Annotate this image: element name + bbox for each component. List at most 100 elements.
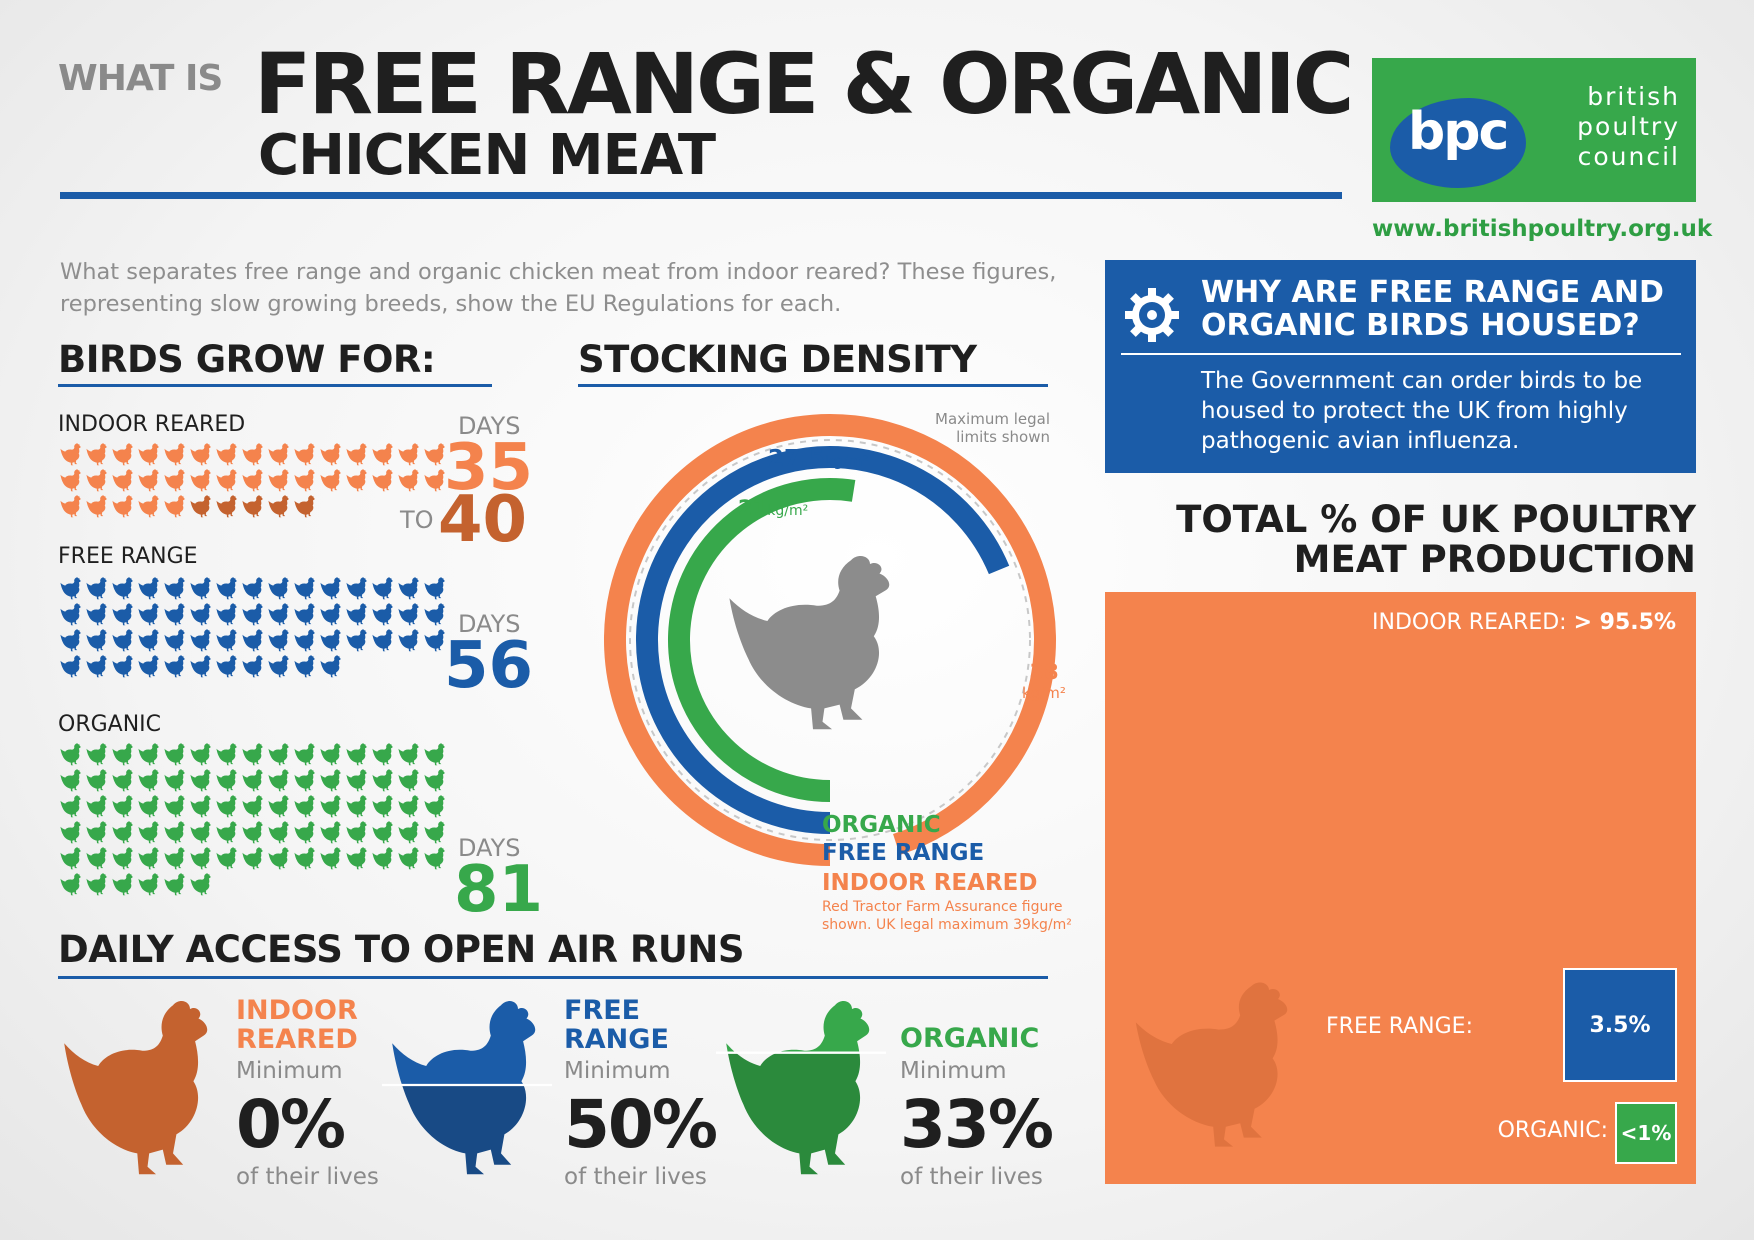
chicken-icon [112,769,133,792]
intro-text: What separates free range and organic ch… [60,259,1057,317]
chicken-icon [294,629,315,652]
chicken-icon [164,469,185,492]
chicken-icon [320,795,341,818]
why-title-line2: ORGANIC BIRDS HOUSED? [1201,308,1640,343]
chicken-icon [138,469,159,492]
chicken-icon [424,795,445,818]
chicken-icon [164,795,185,818]
chicken-icon [268,443,289,466]
chicken-icon [190,655,211,678]
chicken-icon [86,443,107,466]
chicken-icon [60,769,81,792]
website-link[interactable]: www.britishpoultry.org.uk [1372,216,1713,242]
chicken-icon [320,655,341,678]
free-range-access-line2: RANGE [564,1024,669,1055]
grey-hen-icon [729,556,890,730]
chicken-icon [112,469,133,492]
chicken-icon [268,603,289,626]
chicken-icon [216,577,237,600]
grow-indoor-label: INDOOR REARED [58,412,246,437]
page-title: FREE RANGE & ORGANIC [254,35,1354,133]
indoor-access-hen-icon [64,1001,208,1175]
chicken-icon [398,821,419,844]
logo-word-british: british [1587,82,1680,111]
chicken-icon [346,821,367,844]
chicken-icon [320,443,341,466]
chicken-icon [86,769,107,792]
free-range-access-line1: FREE [564,995,641,1026]
indoor-density-arc [604,414,1056,866]
free-range-days-label: DAYS [458,610,521,638]
organic-access-category: ORGANIC [900,1023,1040,1054]
free-range-access-minimum: Minimum [564,1058,671,1084]
chicken-icon [216,443,237,466]
chicken-icon [346,443,367,466]
chicken-icon [216,655,237,678]
free-range-share-label: FREE RANGE: [1326,1014,1473,1039]
chicken-icon [164,821,185,844]
free-range-chicken-grid [58,576,448,678]
indoor-share-value: > 95.5% [1573,610,1676,635]
chicken-icon [216,847,237,870]
page-subtitle: CHICKEN MEAT [258,123,716,188]
chicken-icon [294,495,315,518]
chicken-icon [320,577,341,600]
chicken-icon [164,769,185,792]
chicken-icon [242,469,263,492]
chicken-icon [268,743,289,766]
why-rule [1121,353,1681,355]
chicken-icon [216,821,237,844]
chicken-icon [60,821,81,844]
stocking-footnote-line1: Red Tractor Farm Assurance figure [822,899,1063,915]
indoor-share-area: INDOOR REARED: > 95.5% FREE RANGE: 3.5% … [1105,592,1696,1184]
chicken-icon [190,743,211,766]
chicken-icon [86,603,107,626]
chicken-icon [424,603,445,626]
logo-words: british poultry council [1544,82,1680,172]
organic-access-hen-icon [716,1001,886,1175]
chicken-icon [86,847,107,870]
chicken-icon [190,821,211,844]
legend-indoor: INDOOR REARED [822,870,1038,896]
organic-access-minimum: Minimum [900,1058,1007,1084]
chicken-icon [320,769,341,792]
bpc-logo[interactable]: bpc british poultry council [1372,58,1696,202]
indoor-access-pct: 0% [236,1086,346,1163]
chicken-icon [242,629,263,652]
stocking-note: Maximum legal limits shown [935,410,1050,446]
grow-rule [58,384,492,387]
organic-density-value: 21 [738,496,768,520]
chicken-icon [398,443,419,466]
stocking-footnote: Red Tractor Farm Assurance figure shown.… [822,898,1072,934]
free-range-access-pct: 50% [564,1086,718,1163]
chicken-icon [268,495,289,518]
indoor-access-lives: of their lives [236,1164,379,1190]
chicken-icon [346,847,367,870]
chicken-icon [112,821,133,844]
chicken-icon [398,629,419,652]
chicken-icon [216,495,237,518]
chicken-icon [372,629,393,652]
chicken-icon [398,743,419,766]
logo-word-poultry: poultry [1577,112,1680,141]
indoor-access-minimum: Minimum [236,1058,343,1084]
indoor-share-name: INDOOR REARED: [1372,610,1567,635]
chicken-icon [372,603,393,626]
chicken-icon [398,603,419,626]
chicken-icon [398,577,419,600]
chicken-icon [346,629,367,652]
chicken-icon [112,743,133,766]
chicken-icon [86,469,107,492]
why-title: WHY ARE FREE RANGE AND ORGANIC BIRDS HOU… [1201,276,1664,342]
chicken-icon [60,603,81,626]
chicken-icon [268,821,289,844]
indoor-share-label: INDOOR REARED: > 95.5% [1372,610,1676,635]
organic-share-square: <1% [1615,1102,1677,1164]
chicken-icon [242,495,263,518]
chicken-icon [138,655,159,678]
chicken-icon [320,847,341,870]
indoor-to-label: TO [400,506,434,534]
free-range-access-hen-icon [382,1001,552,1175]
chicken-icon [216,769,237,792]
chicken-icon [294,603,315,626]
